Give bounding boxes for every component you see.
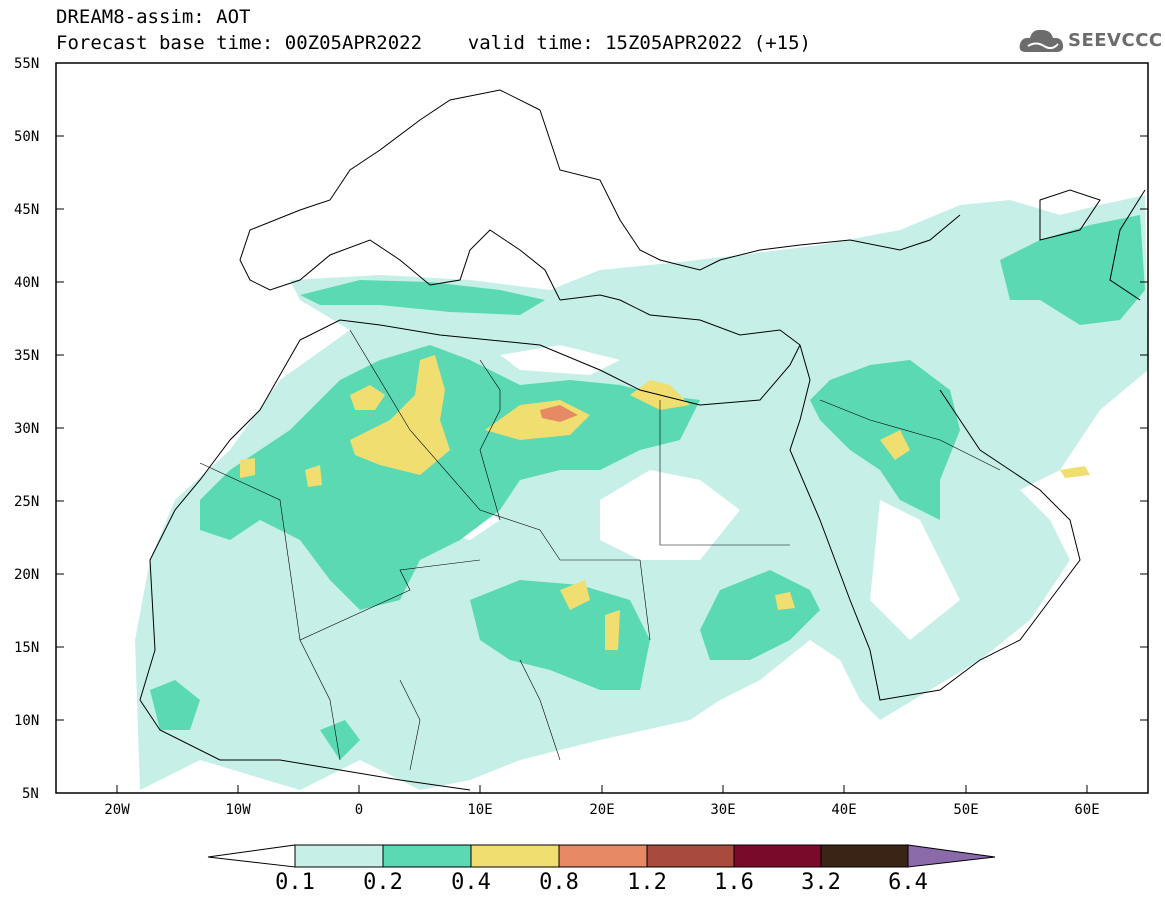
lon-label: 10W — [225, 802, 251, 818]
forecast-times: Forecast base time: 00Z05APR2022 valid t… — [56, 32, 811, 54]
colorbar-label: 1.2 — [627, 870, 667, 895]
country-borders — [199, 329, 1001, 771]
colorbar-label: 0.8 — [539, 870, 579, 895]
lat-axis — [56, 62, 1148, 794]
lon-labels: 20W 10W 0 10E 20E 30E 40E 50E 60E — [104, 802, 1099, 818]
colorbar-label: 3.2 — [801, 870, 841, 895]
lon-label: 20W — [104, 802, 130, 818]
colorbar-box — [470, 844, 560, 868]
colorbar-box — [382, 844, 472, 868]
lat-label: 20N — [14, 567, 39, 583]
lat-label: 15N — [14, 640, 39, 656]
coastlines — [139, 89, 1146, 791]
cloud-icon — [1019, 29, 1064, 52]
lon-label: 30E — [710, 802, 735, 818]
colorbar-label: 0.1 — [275, 870, 315, 895]
aot-level-0.4 — [350, 355, 450, 475]
lon-label: 10E — [467, 802, 492, 818]
map-title: DREAM8-assim: AOT — [56, 6, 251, 28]
lat-label: 5N — [22, 786, 39, 802]
lat-label: 35N — [14, 348, 39, 364]
lat-label: 30N — [14, 421, 39, 437]
lon-label: 0 — [355, 802, 363, 818]
seevccc-logo: SEEVCCC — [1018, 24, 1162, 58]
colorbar-label: 0.2 — [363, 870, 403, 895]
lat-label: 10N — [14, 713, 39, 729]
colorbar — [207, 844, 996, 868]
colorbar-label: 0.4 — [451, 870, 491, 895]
lon-label: 60E — [1074, 802, 1099, 818]
lat-labels: 55N 50N 45N 40N 35N 30N 25N 20N 15N 10N … — [14, 56, 39, 802]
lon-label: 50E — [953, 802, 978, 818]
colorbar-low-arrow — [207, 844, 296, 868]
colorbar-label: 1.6 — [714, 870, 754, 895]
colorbar-high-arrow — [907, 844, 996, 868]
lat-label: 40N — [14, 275, 39, 291]
colorbar-box — [733, 844, 822, 868]
colorbar-box — [820, 844, 909, 868]
lat-label: 55N — [14, 56, 39, 72]
aot-level-0.8 — [540, 405, 578, 422]
colorbar-box — [558, 844, 648, 868]
aot-contours — [135, 195, 1148, 790]
lat-label: 25N — [14, 494, 39, 510]
lat-label: 45N — [14, 202, 39, 218]
lon-label: 40E — [831, 802, 856, 818]
logo-text: SEEVCCC — [1068, 30, 1163, 51]
lon-label: 20E — [589, 802, 614, 818]
colorbar-label: 6.4 — [888, 870, 928, 895]
lat-label: 50N — [14, 129, 39, 145]
colorbar-box — [294, 844, 384, 868]
colorbar-box — [646, 844, 735, 868]
lon-axis — [116, 785, 1088, 793]
